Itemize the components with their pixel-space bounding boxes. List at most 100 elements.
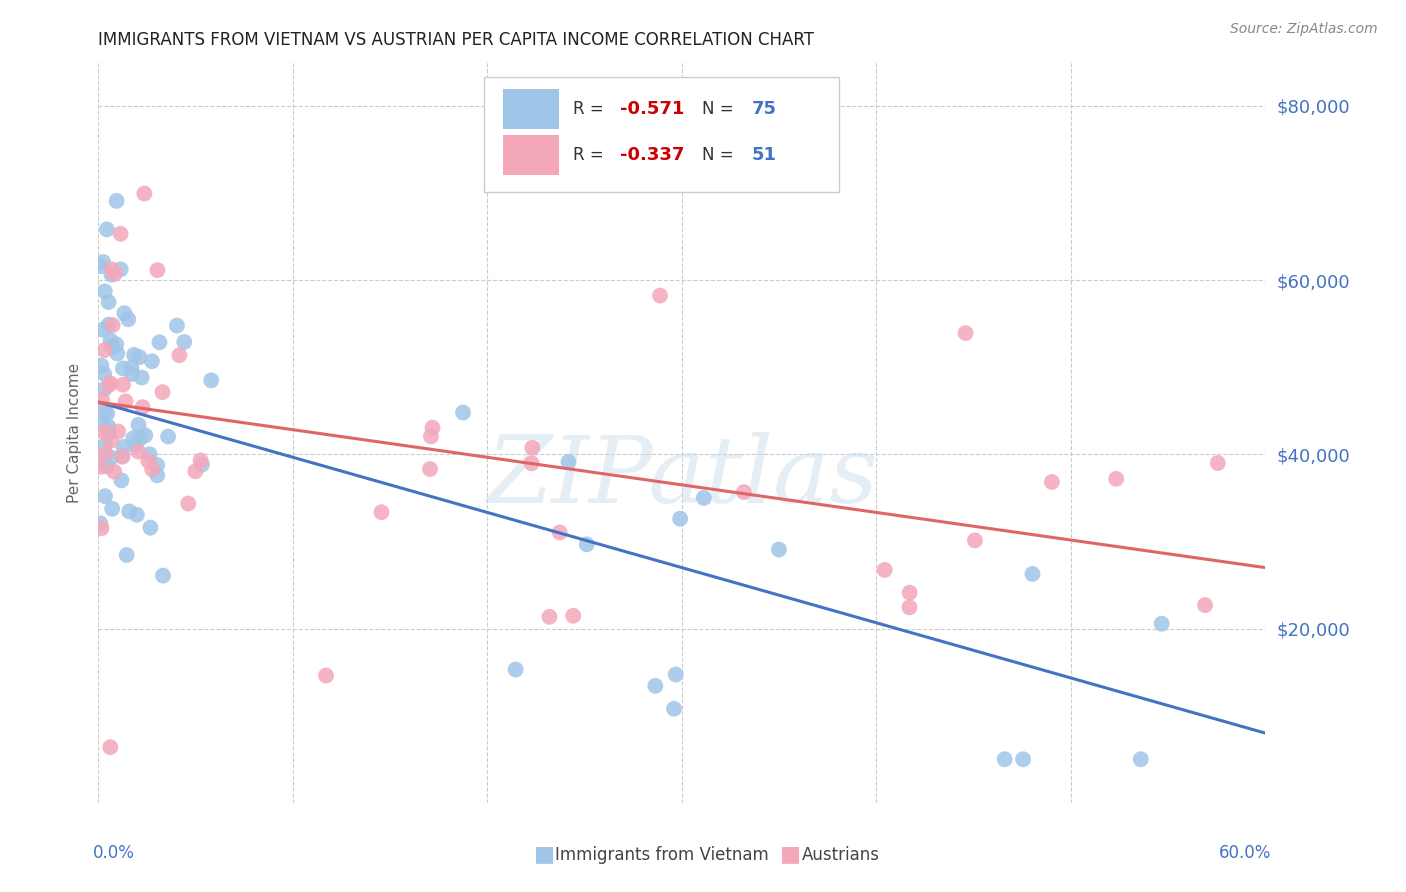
Point — [152, 385, 174, 400]
Point — [538, 609, 561, 624]
Point — [101, 318, 124, 333]
Point — [90, 259, 112, 273]
Point — [96, 459, 118, 474]
Point — [370, 505, 392, 519]
Point — [127, 417, 149, 432]
Point — [898, 600, 921, 615]
Point — [97, 419, 120, 434]
Point — [169, 348, 191, 362]
Point — [177, 497, 200, 511]
Point — [141, 462, 163, 476]
Point — [129, 431, 152, 445]
Point — [110, 262, 132, 277]
Point — [898, 585, 921, 599]
Point — [152, 568, 174, 582]
Point — [121, 367, 143, 381]
Point — [548, 525, 571, 540]
Point — [90, 521, 112, 535]
Point — [115, 548, 138, 562]
Point — [112, 306, 135, 320]
Point — [994, 752, 1017, 766]
Point — [1012, 752, 1035, 766]
Point — [733, 485, 755, 500]
Point — [100, 450, 122, 465]
Point — [112, 440, 135, 454]
Point — [101, 340, 124, 354]
Point — [91, 453, 114, 467]
Point — [103, 465, 125, 479]
Text: R =: R = — [574, 146, 609, 164]
Point — [105, 346, 128, 360]
Text: Immigrants from Vietnam: Immigrants from Vietnam — [555, 846, 769, 863]
Point — [662, 702, 685, 716]
Point — [100, 434, 122, 448]
Point — [100, 334, 122, 348]
Point — [100, 268, 122, 282]
Point — [157, 429, 180, 443]
Point — [96, 222, 118, 236]
Point — [114, 394, 136, 409]
Point — [184, 464, 207, 478]
Point — [648, 288, 671, 302]
Point — [1129, 752, 1152, 766]
Point — [134, 186, 156, 201]
Point — [90, 359, 112, 373]
Text: 51: 51 — [752, 146, 778, 164]
Point — [419, 462, 441, 476]
Point — [110, 227, 132, 241]
Point — [190, 453, 212, 467]
Text: -0.337: -0.337 — [620, 146, 685, 164]
Point — [101, 501, 124, 516]
Point — [111, 377, 134, 392]
Point — [97, 295, 120, 310]
Point — [173, 334, 195, 349]
Point — [873, 563, 896, 577]
Point — [89, 459, 111, 474]
Point — [139, 521, 162, 535]
Point — [505, 663, 527, 677]
Point — [1150, 616, 1173, 631]
Point — [136, 454, 159, 468]
Point — [107, 425, 129, 439]
Text: 0.0%: 0.0% — [93, 844, 135, 862]
Point — [94, 489, 117, 503]
Point — [98, 740, 121, 755]
Point — [100, 376, 122, 391]
Point — [111, 449, 134, 463]
Point — [98, 426, 121, 441]
Point — [141, 354, 163, 368]
Point — [520, 456, 543, 470]
Point — [1206, 456, 1229, 470]
Text: -0.571: -0.571 — [620, 100, 685, 118]
Point — [111, 361, 134, 376]
Point — [146, 468, 169, 483]
Text: IMMIGRANTS FROM VIETNAM VS AUSTRIAN PER CAPITA INCOME CORRELATION CHART: IMMIGRANTS FROM VIETNAM VS AUSTRIAN PER … — [98, 31, 814, 49]
Point — [422, 420, 444, 434]
Point — [91, 417, 114, 431]
Point — [117, 312, 139, 326]
Text: N =: N = — [702, 100, 738, 118]
Point — [118, 504, 141, 518]
Point — [693, 491, 716, 505]
Point — [89, 516, 111, 531]
Point — [125, 508, 148, 522]
Point — [420, 429, 443, 443]
Point — [191, 458, 214, 472]
Point — [315, 668, 337, 682]
Text: Source: ZipAtlas.com: Source: ZipAtlas.com — [1230, 22, 1378, 37]
Point — [146, 458, 169, 472]
Point — [669, 512, 692, 526]
Point — [557, 455, 579, 469]
Point — [665, 667, 688, 681]
FancyBboxPatch shape — [503, 135, 560, 176]
Point — [148, 335, 170, 350]
Point — [644, 679, 666, 693]
Point — [166, 318, 188, 333]
Point — [127, 444, 149, 458]
FancyBboxPatch shape — [503, 88, 560, 129]
Point — [96, 407, 118, 421]
Point — [93, 343, 115, 357]
Y-axis label: Per Capita Income: Per Capita Income — [67, 362, 83, 503]
Point — [98, 377, 121, 392]
Point — [94, 447, 117, 461]
